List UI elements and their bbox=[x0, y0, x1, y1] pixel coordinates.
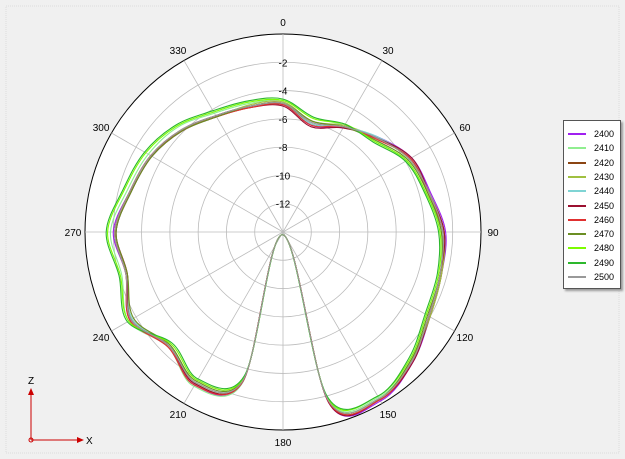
legend-item: 2430 bbox=[568, 170, 618, 184]
legend-label: 2450 bbox=[594, 200, 615, 211]
legend-label: 2440 bbox=[594, 186, 615, 197]
legend-label: 2460 bbox=[594, 214, 615, 225]
legend-swatch bbox=[568, 190, 586, 193]
angle-label: 120 bbox=[457, 333, 474, 344]
legend-label: 2430 bbox=[594, 171, 615, 182]
axis-labels: 0 30 60 90 120 150 180 210 240 270 300 330 -2 -4 -6 -8 -… bbox=[65, 18, 499, 449]
legend-swatch bbox=[568, 133, 586, 135]
polar-grid bbox=[85, 34, 481, 430]
grid-spoke bbox=[282, 60, 383, 233]
x-arrow-icon bbox=[77, 437, 84, 443]
radial-tick-label: -4 bbox=[279, 87, 288, 98]
legend-label: 2490 bbox=[594, 257, 615, 268]
legend-item: 2460 bbox=[568, 213, 618, 227]
legend-item: 2410 bbox=[568, 141, 618, 155]
radial-tick-label: -12 bbox=[276, 200, 291, 211]
legend-swatch bbox=[568, 233, 586, 236]
legend-item: 2500 bbox=[568, 270, 618, 284]
legend-label: 2410 bbox=[594, 143, 615, 154]
angle-label: 150 bbox=[380, 410, 397, 421]
radial-tick-label: -6 bbox=[279, 115, 288, 126]
legend-item: 2400 bbox=[568, 127, 618, 141]
x-axis-label: X bbox=[86, 436, 93, 447]
series-group bbox=[105, 97, 447, 417]
legend-swatch bbox=[568, 261, 586, 264]
angle-label: 180 bbox=[275, 438, 292, 449]
grid-spoke bbox=[183, 60, 284, 233]
legend-item: 2480 bbox=[568, 241, 618, 255]
legend-label: 2400 bbox=[594, 129, 615, 139]
radial-tick-label: -2 bbox=[279, 58, 288, 69]
legend-label: 2420 bbox=[594, 157, 615, 168]
legend-label: 2500 bbox=[594, 272, 615, 282]
legend-swatch bbox=[568, 175, 586, 178]
angle-label: 270 bbox=[65, 228, 82, 239]
angle-label: 300 bbox=[93, 123, 110, 134]
legend-item: 2470 bbox=[568, 227, 618, 241]
angle-label: 330 bbox=[170, 46, 187, 57]
angle-label: 210 bbox=[170, 410, 187, 421]
legend-item: 2420 bbox=[568, 156, 618, 170]
z-arrow-icon bbox=[28, 388, 34, 395]
legend-item: 2440 bbox=[568, 184, 618, 198]
legend-item: 2490 bbox=[568, 256, 618, 270]
origin-dot bbox=[28, 437, 34, 443]
axes-indicator: Z X bbox=[28, 376, 93, 447]
angle-label: 60 bbox=[459, 123, 471, 134]
series-line-2500 bbox=[114, 101, 445, 414]
angle-label: 240 bbox=[93, 333, 110, 344]
angle-label: 0 bbox=[280, 18, 286, 29]
grid-spoke bbox=[282, 231, 383, 404]
grid-spoke bbox=[111, 231, 284, 332]
angle-label: 90 bbox=[487, 228, 499, 239]
legend-swatch bbox=[568, 218, 586, 221]
legend-label: 2470 bbox=[594, 229, 615, 240]
legend-swatch bbox=[568, 161, 586, 164]
legend-swatch bbox=[568, 247, 586, 250]
z-axis-label: Z bbox=[28, 376, 34, 387]
grid-spoke bbox=[183, 231, 284, 404]
legend-swatch bbox=[568, 204, 586, 207]
radial-tick-label: -8 bbox=[279, 143, 288, 154]
radial-tick-label: -10 bbox=[276, 171, 291, 182]
legend-item: 2450 bbox=[568, 199, 618, 213]
legend-swatch bbox=[568, 147, 586, 150]
grid-spoke bbox=[282, 132, 455, 233]
grid-spoke bbox=[111, 132, 284, 233]
angle-label: 30 bbox=[382, 46, 394, 57]
legend-label: 2480 bbox=[594, 243, 615, 254]
legend: 2400 2410 2420 2430 2440 2450 2460 2470 2480 2490… bbox=[563, 120, 621, 289]
legend-swatch bbox=[568, 276, 586, 278]
